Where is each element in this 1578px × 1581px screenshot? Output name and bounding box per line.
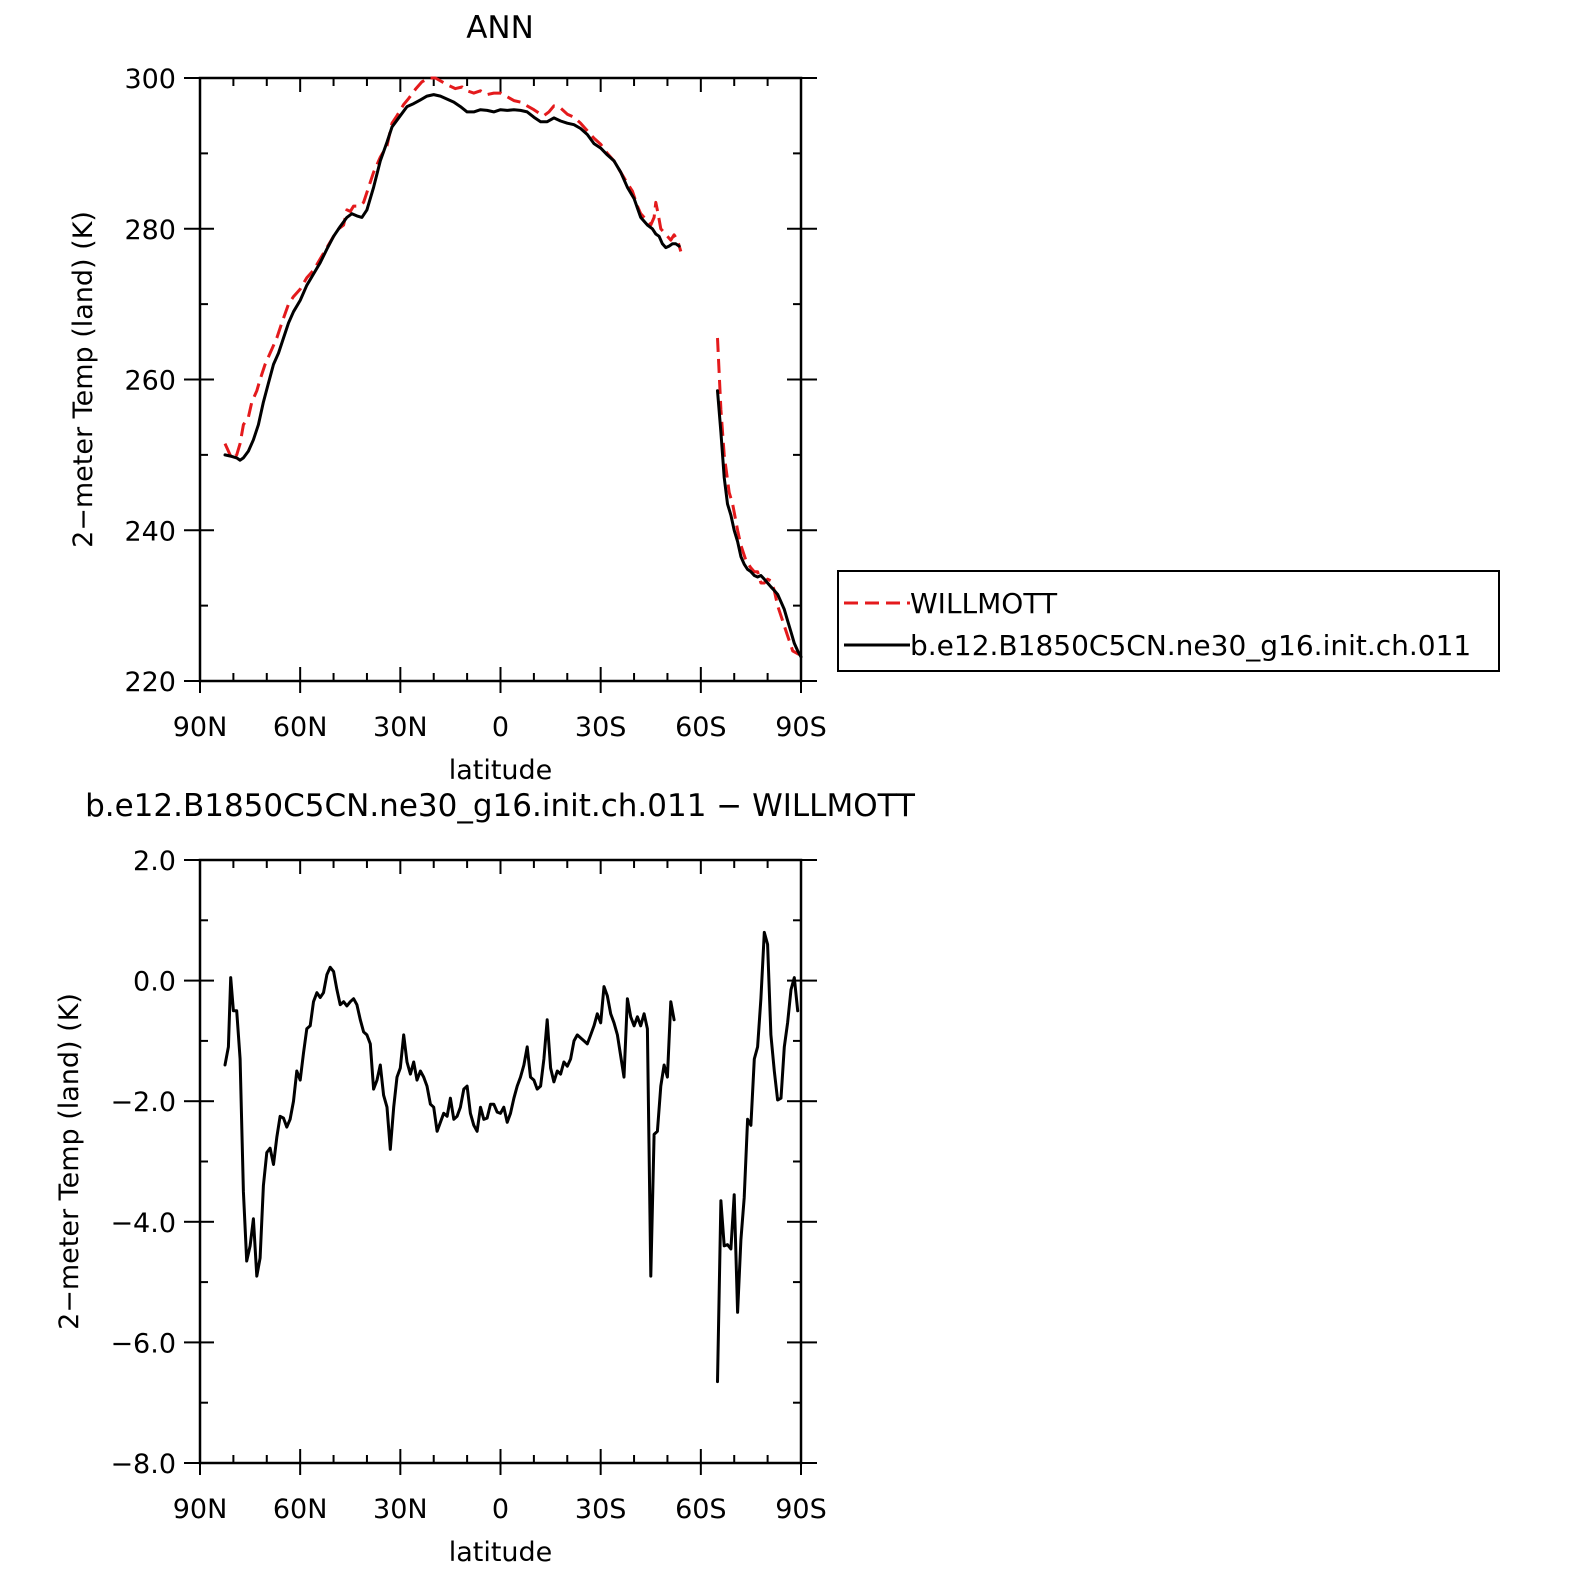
x-tick-label: 60S xyxy=(675,1494,727,1525)
y-tick-label: 220 xyxy=(124,667,176,698)
series-line-0-segment-1 xyxy=(716,930,800,1384)
y-tick-label: 280 xyxy=(124,215,176,246)
plot-title: ANN xyxy=(466,10,534,46)
x-tick-label: 30N xyxy=(373,712,428,743)
top-panel-ann: ANN 90N 60N 30N 0 30S 60S 90S 220 240 260 280 300 lat… xyxy=(68,10,827,786)
y-axis-label: 2−meter Temp (land) (K) xyxy=(68,211,99,548)
series-line-1-segment-1 xyxy=(716,389,803,659)
x-tick-label: 90S xyxy=(775,712,827,743)
plot-title: b.e12.B1850C5CN.ne30_g16.init.ch.011 − W… xyxy=(85,788,916,824)
y-tick-label: 2.0 xyxy=(133,846,176,877)
x-tick-label: 90S xyxy=(775,1494,827,1525)
x-tick-label: 30S xyxy=(575,1494,627,1525)
y-tick-label: 0.0 xyxy=(133,967,176,998)
y-tick-label: −8.0 xyxy=(110,1449,176,1480)
x-axis-label: latitude xyxy=(449,755,553,786)
x-tick-label: 30S xyxy=(575,712,627,743)
x-tick-label: 0 xyxy=(492,1494,509,1525)
x-axis-label: latitude xyxy=(449,1537,553,1568)
legend-label: b.e12.B1850C5CN.ne30_g16.init.ch.011 xyxy=(910,629,1471,662)
series-line-1-segment-0 xyxy=(223,93,681,462)
legend-label: WILLMOTT xyxy=(910,587,1058,620)
legend-box xyxy=(837,570,1500,672)
y-tick-label: −4.0 xyxy=(110,1208,176,1239)
legend: WILLMOTT b.e12.B1850C5CN.ne30_g16.init.ch… xyxy=(837,570,1500,672)
x-tick-label: 90N xyxy=(173,1494,228,1525)
x-tick-label: 60N xyxy=(273,1494,328,1525)
x-tick-label: 90N xyxy=(173,712,228,743)
y-tick-label: 240 xyxy=(124,516,176,547)
y-tick-label: −6.0 xyxy=(110,1328,176,1359)
x-tick-label: 30N xyxy=(373,1494,428,1525)
y-tick-label: 300 xyxy=(124,64,176,95)
series-line-0-segment-0 xyxy=(223,76,683,461)
x-tick-label: 0 xyxy=(492,712,509,743)
y-axis-label: 2−meter Temp (land) (K) xyxy=(54,993,85,1330)
series-line-0-segment-0 xyxy=(223,965,676,1278)
plot-frame xyxy=(198,76,803,683)
x-tick-label: 60S xyxy=(675,712,727,743)
x-tick-label: 60N xyxy=(273,712,328,743)
series-line-0-segment-1 xyxy=(716,337,801,656)
y-tick-label: −2.0 xyxy=(110,1087,176,1118)
y-tick-label: 260 xyxy=(124,366,176,397)
bottom-panel-difference: b.e12.B1850C5CN.ne30_g16.init.ch.011 − W… xyxy=(54,788,916,1568)
plot-frame xyxy=(198,858,803,1465)
